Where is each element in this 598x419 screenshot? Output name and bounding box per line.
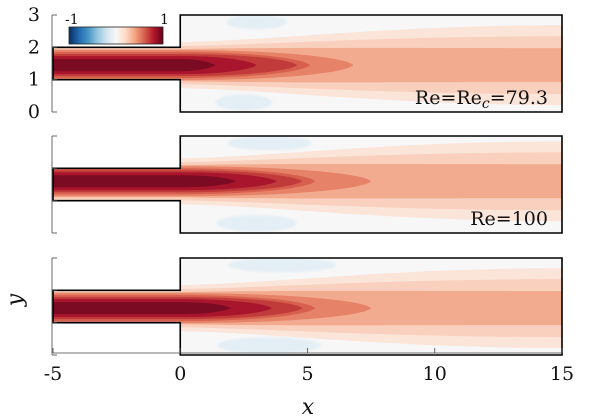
x-tick-label: 10 [423,363,447,385]
annotation-main: Re=100 [470,208,548,230]
jet-contour-5 [53,302,231,314]
jet-contour-5 [53,175,236,187]
panel-annotation: Re=100 [470,208,548,230]
field-3 [53,258,575,355]
annotation-sub: c [482,96,490,112]
y-tick-label: 0 [28,101,40,123]
recirc-bottom [217,215,297,231]
colorbar: -1 1 [65,12,169,44]
recirc-bottom [216,94,272,110]
y-tick-label: 3 [28,4,40,26]
panel-2: Re=100 [52,136,575,233]
colorbar-bar [69,27,163,44]
y-tick-label: 1 [28,69,40,91]
x-tick-label: 0 [174,363,186,385]
colorbar-min-label: -1 [65,12,79,28]
x-axis-label: x [302,395,315,419]
y-tick-label: 2 [28,36,40,58]
annotation-main: Re=Re [415,87,482,109]
recirc-top [227,15,287,29]
x-tick-label: -5 [44,363,63,385]
panel-1: 0 1 2 3 Re=Rec=79.3 [28,4,575,123]
y-axis-label: y [3,293,28,307]
panel-annotation: Re=Rec=79.3 [415,87,548,112]
recirc-top [228,258,336,272]
x-tick-label: 15 [550,363,574,385]
jet-contour-5 [53,59,216,71]
panels: 0 1 2 3 Re=Rec=79.3 Re=100 -1 1 [28,4,575,355]
recirc-bottom [217,337,321,353]
colorbar-max-label: 1 [160,12,169,28]
panel-3 [52,258,575,355]
annotation-tail: =79.3 [490,87,548,109]
x-tick-label: 5 [301,363,313,385]
recirc-top [227,136,311,150]
